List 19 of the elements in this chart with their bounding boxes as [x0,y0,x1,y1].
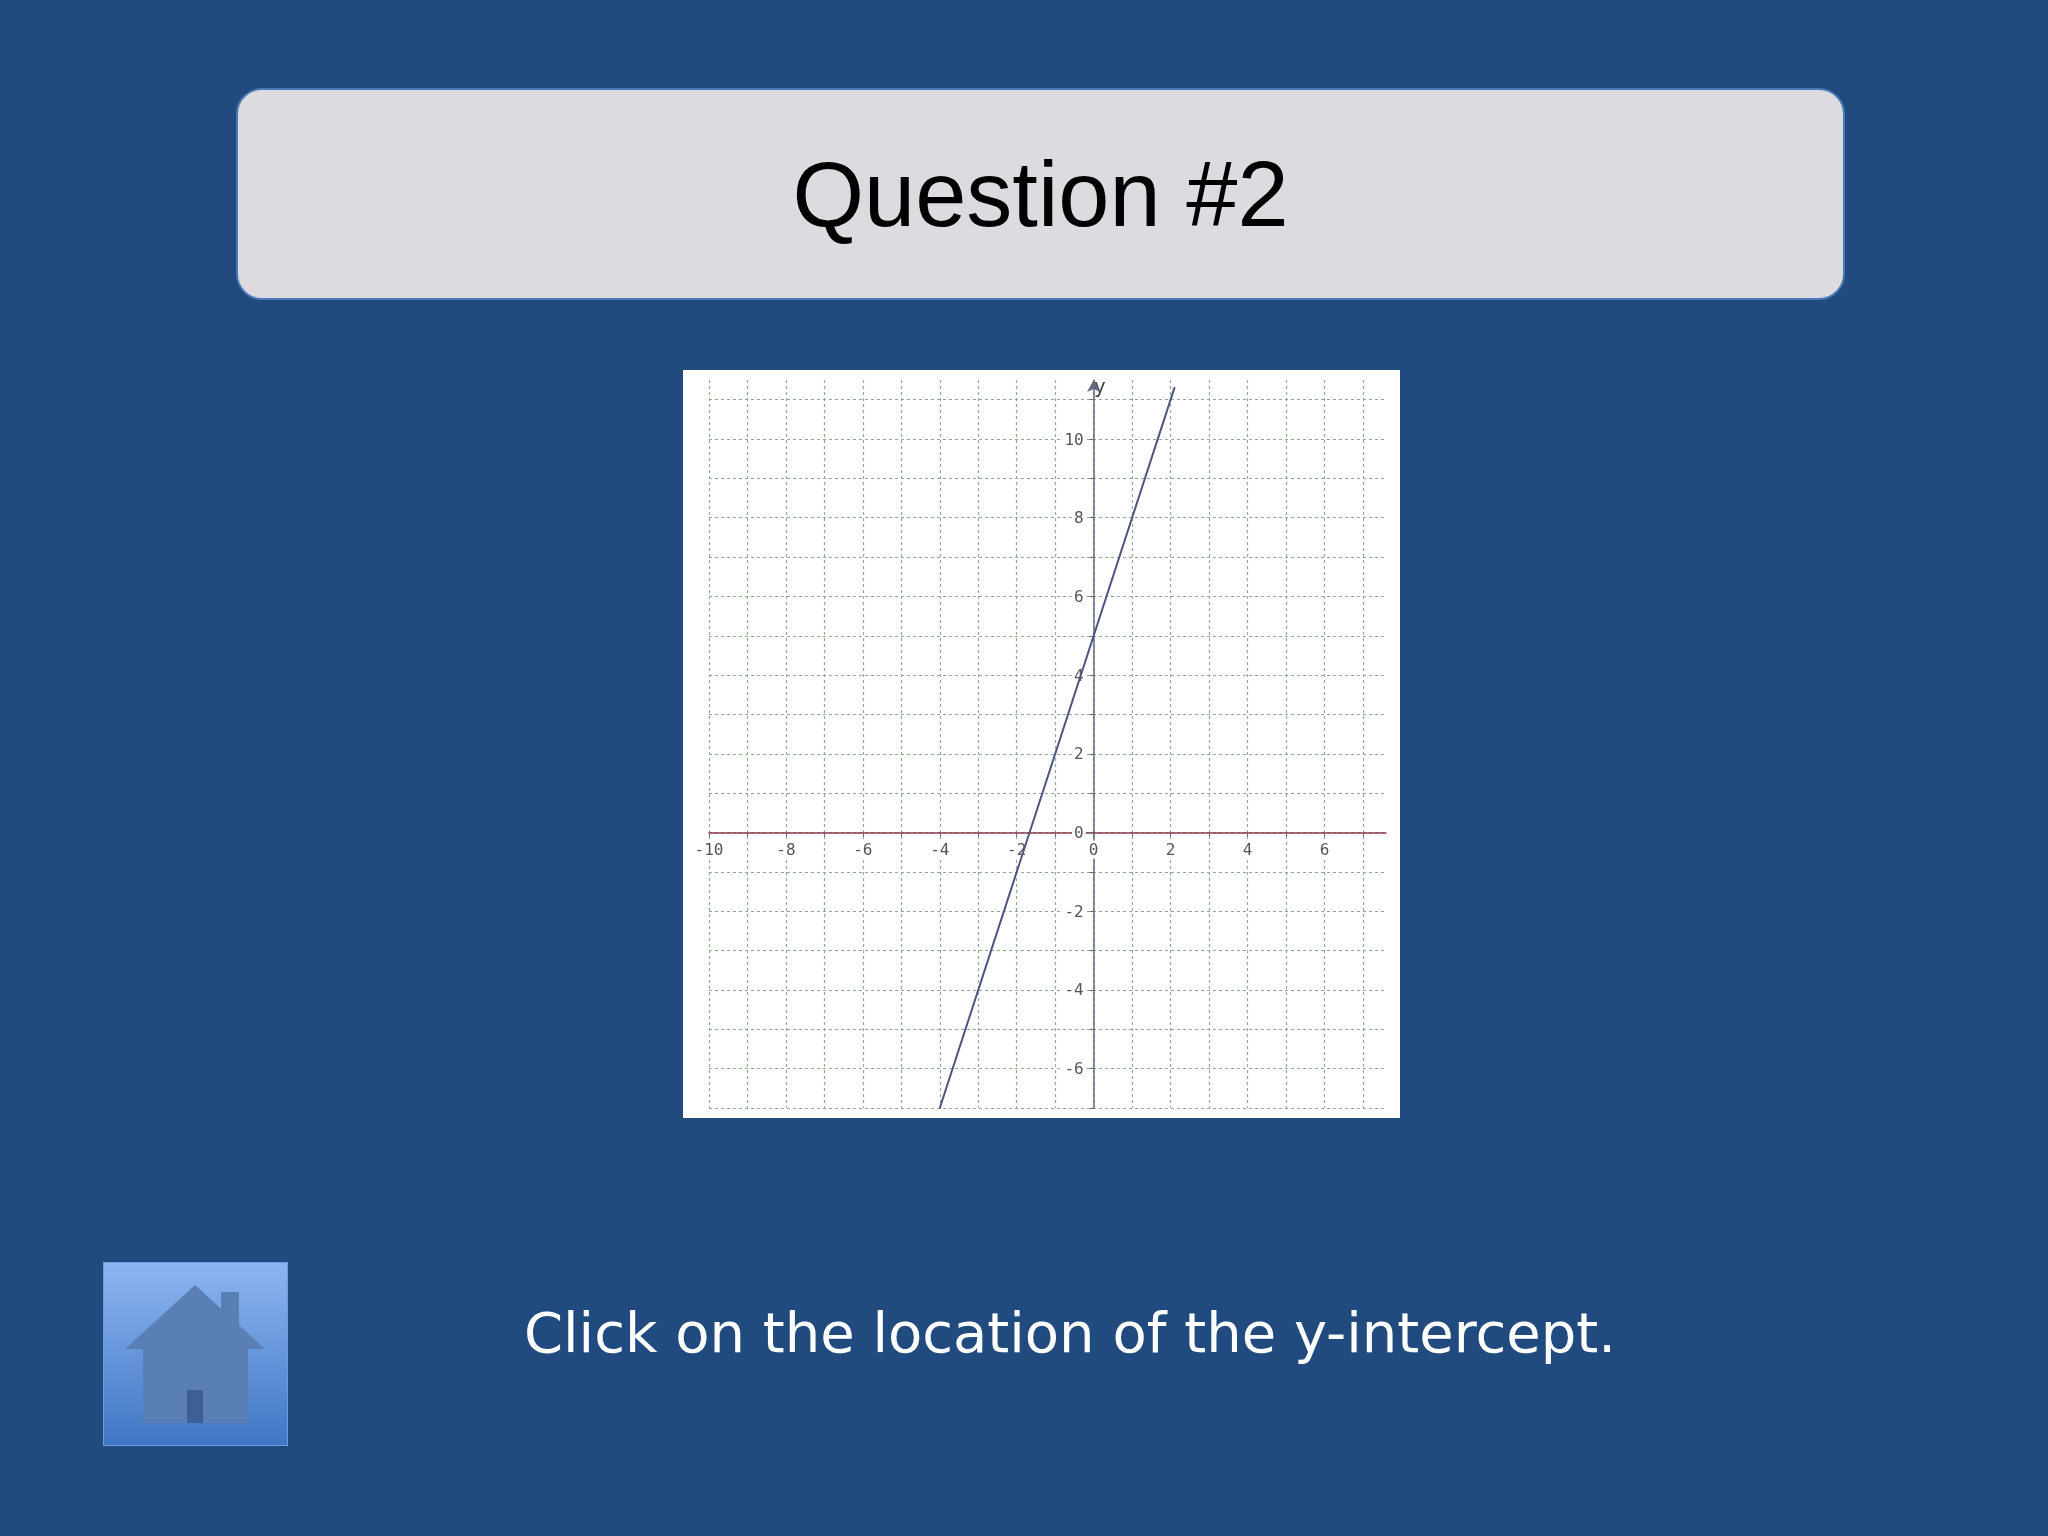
y-tick-label: -4 [1064,980,1084,1000]
text: Click on the location of the y-intercept. [522,1300,1618,1365]
y-tick-label: 2 [1074,744,1084,764]
y-tick-label: -6 [1064,1059,1084,1079]
chart-title: Question #2 [236,88,1845,300]
y-axis-title: y [1093,374,1106,398]
x-tick-label: 6 [1319,840,1330,860]
y-tick-label: 6 [1074,586,1084,606]
x-tick-label: -4 [930,840,950,860]
x-tick-label: -8 [776,840,796,860]
x-tick-label: 0 [1088,840,1099,860]
x-tick-label: -6 [853,840,873,860]
y-tick-label: 8 [1074,508,1084,528]
x-tick-label: -10 [694,840,724,860]
y-tick-label: 0 [1074,823,1084,843]
x-tick-label: 2 [1165,840,1176,860]
x-tick-label: 4 [1242,840,1253,860]
y-tick-label: 10 [1064,429,1084,449]
y-tick-label: -2 [1064,901,1084,921]
